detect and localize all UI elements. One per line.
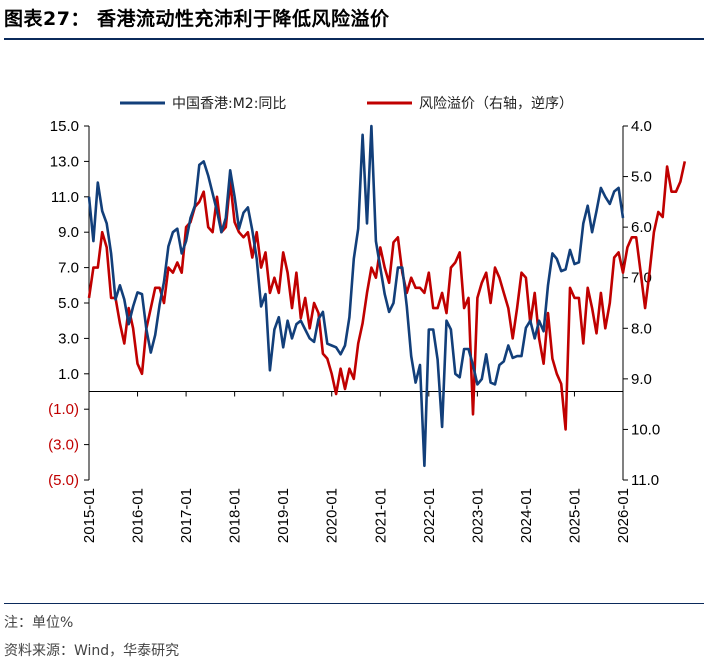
- x-tick-label: 2016-01: [130, 488, 147, 543]
- right-tick-label: 5.0: [631, 169, 652, 186]
- legend-label-m2: 中国香港:M2:同比: [172, 96, 286, 112]
- series-risk-premium-line: [87, 161, 687, 431]
- x-tick-label: 2022-01: [421, 488, 438, 543]
- left-tick-label: 1.0: [58, 366, 79, 383]
- left-tick-label: (5.0): [48, 472, 79, 489]
- x-tick-label: 2021-01: [372, 488, 389, 543]
- legend: 中国香港:M2:同比 风险溢价（右轴，逆序）: [120, 96, 573, 112]
- x-tick-label: 2019-01: [275, 488, 292, 543]
- left-tick-label: 5.0: [58, 295, 79, 312]
- chart-canvas: 中国香港:M2:同比 风险溢价（右轴，逆序） 15.0 13.0 11.0 9.0 7.…: [48, 96, 687, 543]
- x-tick-label: 2026-01: [615, 488, 632, 543]
- x-tick-label: 2020-01: [324, 488, 341, 543]
- left-tick-label: 13.0: [50, 153, 79, 170]
- left-tick-label: 3.0: [58, 330, 79, 347]
- source-note: 资料来源：Wind，华泰研究: [4, 643, 180, 659]
- unit-note: 注：单位%: [4, 615, 74, 631]
- right-tick-label: 4.0: [631, 118, 652, 135]
- right-tick-label: 6.0: [631, 219, 652, 236]
- x-tick-label: 2024-01: [518, 488, 535, 543]
- legend-label-risk: 风险溢价（右轴，逆序）: [419, 96, 573, 112]
- axes: 15.0 13.0 11.0 9.0 7.0 5.0 3.0 1.0 (1.0) (3.0) (5.…: [48, 118, 660, 543]
- series-m2-line: [87, 124, 625, 468]
- right-tick-label: 8.0: [631, 320, 652, 337]
- left-tick-label: 9.0: [58, 224, 79, 241]
- chart-title: 图表27： 香港流动性充沛利于降低风险溢价: [4, 8, 390, 30]
- x-tick-label: 2023-01: [469, 488, 486, 543]
- right-tick-label: 9.0: [631, 371, 652, 388]
- right-tick-label: 11.0: [631, 472, 659, 489]
- x-tick-label: 2018-01: [227, 488, 244, 543]
- x-tick-label: 2015-01: [81, 488, 98, 543]
- footer-divider: [4, 603, 704, 604]
- left-tick-label: 7.0: [58, 260, 79, 277]
- left-tick-label: (3.0): [48, 437, 79, 454]
- series-group: [87, 124, 687, 468]
- x-tick-label: 2017-01: [178, 488, 195, 543]
- title-divider: [4, 38, 704, 40]
- x-tick-label: 2025-01: [566, 488, 583, 543]
- left-tick-label: 15.0: [50, 118, 79, 135]
- left-tick-label: (1.0): [48, 401, 79, 418]
- left-tick-label: 11.0: [51, 189, 79, 206]
- right-tick-label: 10.0: [631, 421, 660, 438]
